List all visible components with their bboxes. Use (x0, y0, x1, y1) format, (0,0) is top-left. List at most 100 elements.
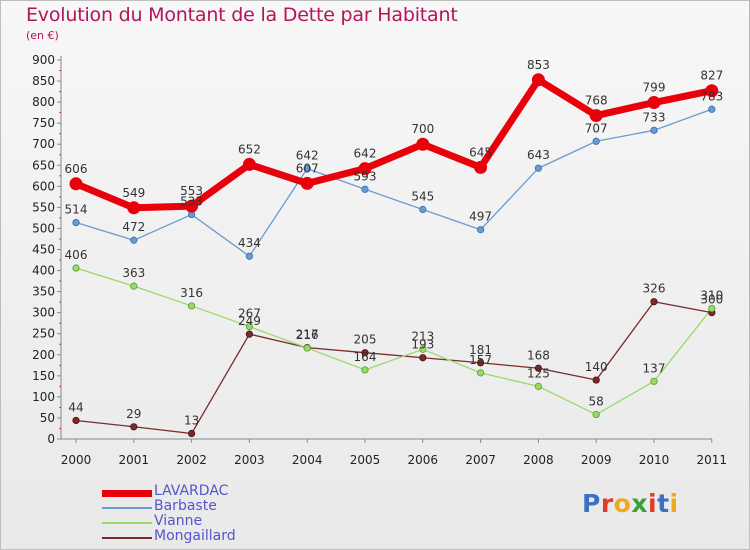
data-point-vianne (130, 282, 138, 290)
x-tick-label: 2006 (408, 453, 439, 467)
data-label-lavardac: 827 (700, 69, 723, 83)
data-label-vianne: 267 (238, 307, 261, 321)
proxiti-logo: Proxiti (582, 489, 679, 518)
data-point-vianne (245, 322, 253, 331)
data-point-vianne (476, 369, 485, 377)
data-label-mongaillard: 168 (527, 348, 550, 362)
data-point-lavardac (474, 160, 488, 174)
data-point-barbaste (72, 218, 80, 227)
data-label-mongaillard: 140 (585, 360, 608, 374)
data-point-barbaste (650, 126, 658, 134)
legend-label: Mongaillard (154, 528, 236, 544)
data-label-vianne: 157 (469, 353, 492, 367)
series-points (69, 73, 719, 438)
data-point-lavardac (647, 96, 661, 110)
x-tick-label: 2008 (523, 453, 554, 467)
data-label-vianne: 363 (122, 266, 145, 280)
y-tick-label: 250 (32, 327, 55, 341)
data-label-vianne: 316 (180, 286, 203, 300)
data-label-barbaste: 545 (411, 189, 434, 203)
logo-letter: i (669, 489, 679, 518)
logo-letter: P (582, 489, 601, 518)
series-lines (72, 76, 716, 435)
data-point-lavardac (589, 109, 603, 123)
data-label-barbaste: 783 (700, 89, 723, 103)
x-tick-label: 2007 (465, 453, 496, 467)
data-label-vianne: 125 (527, 366, 550, 380)
data-point-barbaste (592, 137, 600, 145)
data-label-barbaste: 472 (122, 220, 145, 234)
data-point-mongaillard (130, 423, 138, 431)
data-point-lavardac (185, 199, 199, 213)
data-point-vianne (72, 264, 80, 272)
data-label-mongaillard: 326 (643, 282, 666, 296)
data-label-lavardac: 700 (411, 122, 434, 136)
data-label-barbaste: 533 (180, 195, 203, 209)
data-label-barbaste: 434 (238, 236, 261, 250)
legend-label: Barbaste (154, 498, 217, 514)
data-point-mongaillard (245, 330, 253, 338)
chart-title: Evolution du Montant de la Dette par Hab… (26, 4, 458, 26)
data-label-barbaste: 497 (469, 210, 492, 224)
data-point-mongaillard (650, 298, 658, 306)
data-label-lavardac: 606 (65, 162, 88, 176)
data-label-mongaillard: 193 (411, 338, 434, 352)
x-tick-label: 2003 (234, 453, 265, 467)
data-label-barbaste: 593 (354, 169, 377, 183)
series-line-barbaste (75, 108, 713, 257)
chart-subtitle: (en €) (26, 29, 59, 42)
series-line-mongaillard (75, 301, 713, 435)
data-label-lavardac: 652 (238, 142, 261, 156)
data-label-mongaillard: 13 (184, 414, 199, 428)
data-label-mongaillard: 29 (126, 407, 141, 421)
data-label-vianne: 137 (643, 361, 666, 375)
data-point-barbaste (534, 164, 543, 172)
series-line-lavardac (72, 76, 716, 212)
x-tick-label: 2000 (61, 453, 92, 467)
data-label-mongaillard: 205 (354, 333, 377, 347)
x-tick-label: 2010 (639, 453, 670, 467)
data-label-lavardac: 853 (527, 58, 550, 72)
y-tick-label: 200 (32, 348, 55, 362)
data-point-barbaste (245, 252, 253, 260)
data-point-lavardac (416, 137, 430, 151)
data-label-barbaste: 733 (643, 110, 666, 124)
legend-swatch (102, 507, 152, 509)
data-label-lavardac: 642 (354, 147, 377, 161)
data-label-vianne: 58 (589, 395, 604, 409)
logo-letter: i (648, 489, 658, 518)
data-point-mongaillard (72, 416, 80, 425)
data-label-lavardac: 607 (296, 161, 319, 175)
data-point-vianne (592, 410, 600, 419)
data-label-mongaillard: 300 (700, 293, 723, 307)
x-tick-label: 2005 (350, 453, 381, 467)
legend-label: LAVARDAC (154, 483, 229, 499)
y-tick-label: 400 (32, 264, 55, 278)
data-point-mongaillard (476, 359, 485, 367)
y-tick-label: 750 (32, 116, 55, 130)
y-tick-label: 150 (32, 369, 55, 383)
y-tick-label: 600 (32, 179, 55, 193)
data-label-barbaste: 642 (296, 149, 319, 163)
data-label-mongaillard: 44 (68, 400, 83, 414)
data-point-vianne (708, 304, 716, 313)
logo-letter: t (657, 489, 670, 518)
x-tick-label: 2009 (581, 453, 612, 467)
x-tick-label: 2004 (292, 453, 323, 467)
x-tick-label: 2002 (176, 453, 207, 467)
data-label-vianne: 216 (296, 328, 319, 342)
y-tick-label: 350 (32, 285, 55, 299)
y-tick-label: 850 (32, 74, 55, 88)
data-label-lavardac: 549 (122, 186, 145, 200)
legend-swatch (102, 537, 152, 539)
logo-letter: x (631, 489, 648, 518)
y-tick-label: 100 (32, 390, 55, 404)
y-tick-label: 550 (32, 200, 55, 214)
y-tick-label: 900 (32, 53, 55, 67)
data-label-barbaste: 643 (527, 148, 550, 162)
axes: 0 50 100 150 200 250 300 350 400 450 500 550 600 650 7… (32, 53, 727, 467)
data-point-vianne (534, 382, 543, 390)
data-label-vianne: 213 (411, 329, 434, 343)
